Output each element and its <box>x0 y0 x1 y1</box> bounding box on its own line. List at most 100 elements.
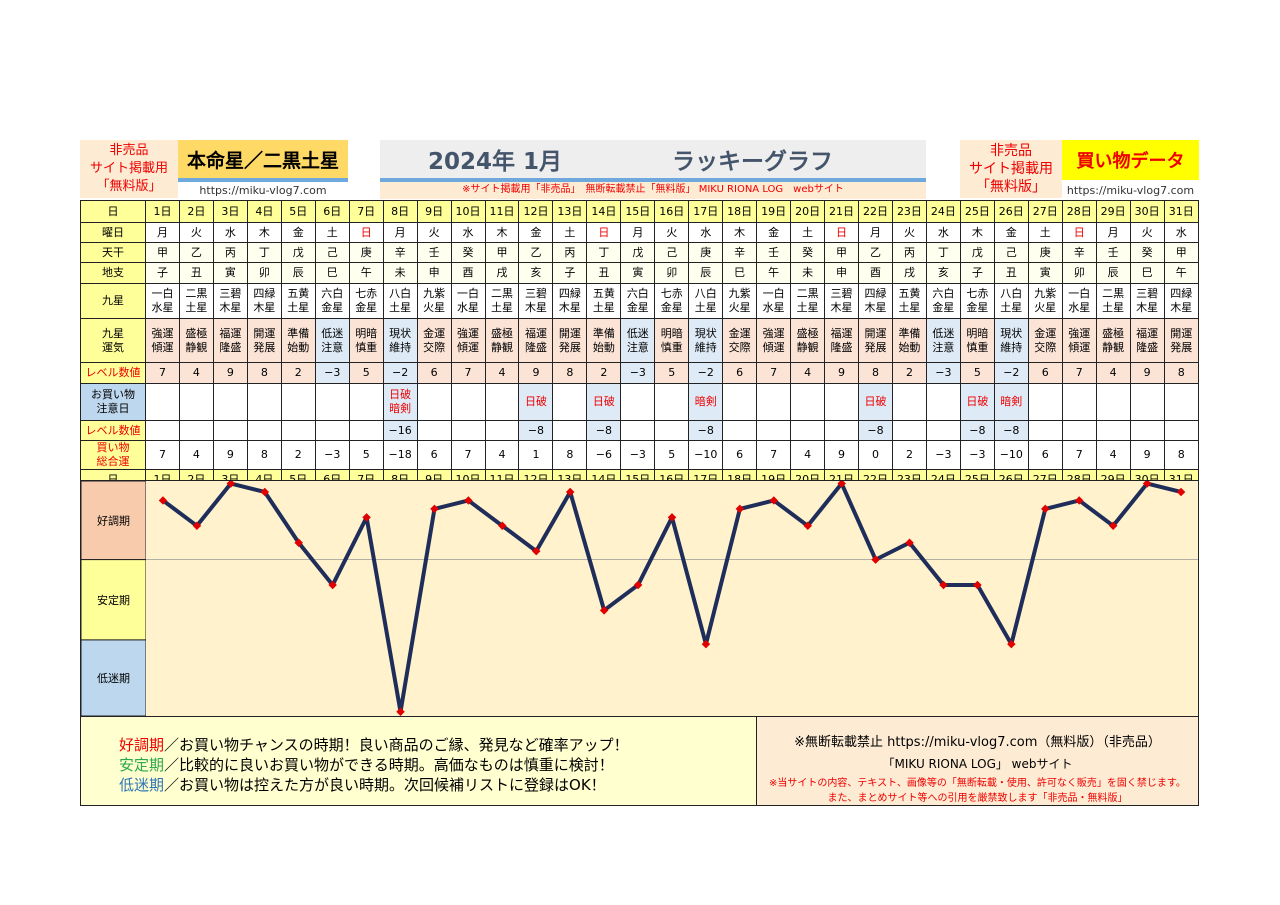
row-label: 九星 運気 <box>80 318 146 363</box>
cell-unki: 強運 傾運 <box>1061 318 1097 363</box>
row-label: 買い物 総合運 <box>80 440 146 470</box>
cell-kyusei: 六白 金星 <box>314 283 350 319</box>
cell-caution <box>1061 383 1097 421</box>
cell-weekday: 金 <box>756 222 792 243</box>
cell-unki: 準備 始動 <box>891 318 927 363</box>
cell-total: −10 <box>688 440 724 470</box>
cell-unki: 金運 交際 <box>722 318 758 363</box>
cell-chishi: 寅 <box>620 262 656 284</box>
cell-caution <box>620 383 656 421</box>
cell-tenkan: 庚 <box>348 242 384 263</box>
badge-line: 「無料版」 <box>976 179 1046 195</box>
cell-caution_level <box>891 420 927 441</box>
cell-days: 16日 <box>654 200 690 223</box>
cell-tenkan: 戊 <box>280 242 316 263</box>
cell-level: 5 <box>959 362 995 384</box>
cell-total: 6 <box>1027 440 1063 470</box>
cell-weekday: 火 <box>178 222 214 243</box>
cell-total: 4 <box>484 440 520 470</box>
cell-weekday: 月 <box>1095 222 1131 243</box>
cell-caution <box>246 383 282 421</box>
copyright-line: ※無断転載禁止 https://miku-vlog7.com（無料版）（非売品） <box>794 735 1161 750</box>
lucky-chart: 好調期 安定期 低迷期 <box>80 479 1199 717</box>
cell-unki: 現状 維持 <box>993 318 1029 363</box>
data-point-6 <box>328 580 337 590</box>
cell-total: −3 <box>314 440 350 470</box>
cell-caution <box>212 383 248 421</box>
cell-chishi: 亥 <box>925 262 961 284</box>
cell-chishi: 巳 <box>1129 262 1165 284</box>
cell-level: −3 <box>620 362 656 384</box>
copyright-warning-2: また、まとめサイト等への引用を厳禁致します「非売品・無料版」 <box>827 793 1128 804</box>
non-sale-badge-left: 非売品 サイト掲載用 「無料版」 <box>80 140 178 198</box>
row-chishi: 地支子丑寅卯辰巳午未申酉戌亥子丑寅卯辰巳午未申酉戌亥子丑寅卯辰巳午 <box>80 262 1200 284</box>
site-url-right[interactable]: https://miku-vlog7.com <box>1066 184 1195 197</box>
cell-chishi: 寅 <box>212 262 248 284</box>
band-label-stable: 安定期 <box>97 593 130 607</box>
cell-caution <box>654 383 690 421</box>
cell-kyusei: 四緑 木星 <box>858 283 893 319</box>
cell-unki: 明暗 慎重 <box>654 318 690 363</box>
cell-chishi: 丑 <box>178 262 214 284</box>
cell-tenkan: 乙 <box>178 242 214 263</box>
cell-kyusei: 七赤 金星 <box>348 283 384 319</box>
cell-total: 6 <box>722 440 758 470</box>
cell-tenkan: 己 <box>654 242 690 263</box>
cell-kyusei: 五黄 土星 <box>280 283 316 319</box>
cell-level: 4 <box>178 362 214 384</box>
cell-caution <box>348 383 384 421</box>
cell-chishi: 卯 <box>246 262 282 284</box>
cell-level: −3 <box>925 362 961 384</box>
row-caution: お買い物 注意日 日破 暗剣 日破 日破 暗剣 日破 日破 暗剣 <box>80 383 1200 421</box>
cell-days: 21日 <box>824 200 860 223</box>
cell-days: 15日 <box>620 200 656 223</box>
cell-caution_level <box>722 420 758 441</box>
cell-level: 4 <box>790 362 826 384</box>
cell-caution <box>1129 383 1165 421</box>
cell-unki: 金運 交際 <box>416 318 452 363</box>
cell-chishi: 寅 <box>1027 262 1063 284</box>
cell-total: 7 <box>450 440 486 470</box>
band-label-low: 低迷期 <box>97 672 130 685</box>
cell-total: 2 <box>280 440 316 470</box>
site-name: 「MIKU RIONA LOG」 webサイト <box>882 757 1073 771</box>
site-url-left[interactable]: https://miku-vlog7.com <box>199 184 327 197</box>
cell-level: 5 <box>654 362 690 384</box>
fortune-table: 日 1日 2日 3日 4日 5日 6日 7日 8日 9日 10日 11日 12日 13日 14日 15日 16日… <box>80 200 1200 490</box>
legend-low: 低迷期／お買い物は控えた方が良い時期。次回候補リストに登録はOK！ <box>119 775 756 795</box>
cell-weekday: 土 <box>1027 222 1063 243</box>
cell-weekday: 水 <box>688 222 724 243</box>
cell-kyusei: 六白 金星 <box>925 283 961 319</box>
cell-tenkan: 乙 <box>518 242 554 263</box>
cell-kyusei: 三碧 木星 <box>212 283 248 319</box>
cell-tenkan: 辛 <box>1061 242 1097 263</box>
cell-kyusei: 二黒 土星 <box>790 283 826 319</box>
cell-chishi: 午 <box>756 262 792 284</box>
cell-kyusei: 三碧 木星 <box>1129 283 1165 319</box>
cell-level: −2 <box>382 362 418 384</box>
cell-kyusei: 一白 水星 <box>756 283 792 319</box>
cell-days: 7日 <box>348 200 384 223</box>
cell-caution <box>925 383 961 421</box>
cell-caution: 日破 <box>858 383 893 421</box>
cell-caution_level <box>178 420 214 441</box>
cell-caution_level <box>450 420 486 441</box>
cell-caution <box>1163 383 1200 421</box>
cell-chishi: 午 <box>348 262 384 284</box>
cell-kyusei: 一白 水星 <box>145 283 180 319</box>
cell-weekday: 木 <box>484 222 520 243</box>
row-days: 日 1日 2日 3日 4日 5日 6日 7日 8日 9日 10日 11日 12日 13日 14日 15日 16日… <box>80 200 1200 223</box>
data-point-11 <box>498 521 507 531</box>
cell-chishi: 巳 <box>314 262 350 284</box>
cell-caution <box>484 383 520 421</box>
good-text: ／お買い物チャンスの時期！良い商品のご縁、発見など確率アップ！ <box>164 736 629 754</box>
cell-caution_level <box>280 420 316 441</box>
cell-level: 6 <box>722 362 758 384</box>
cell-caution_level: −8 <box>959 420 995 441</box>
cell-days: 23日 <box>891 200 927 223</box>
honmei-title: 本命星／二黒土星 <box>178 140 348 182</box>
cell-chishi: 戌 <box>891 262 927 284</box>
cell-caution <box>552 383 588 421</box>
cell-total: −3 <box>925 440 961 470</box>
cell-days: 29日 <box>1095 200 1131 223</box>
